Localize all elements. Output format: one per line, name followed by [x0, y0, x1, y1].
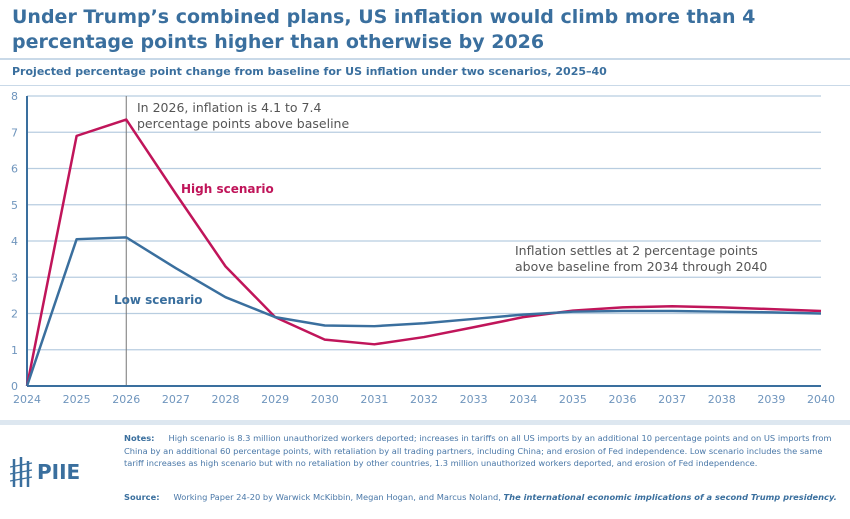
- chart-subtitle: Projected percentage point change from b…: [12, 65, 607, 78]
- notes-label: Notes:: [124, 433, 155, 443]
- y-tick-label: 4: [11, 235, 18, 248]
- y-tick-label: 7: [11, 126, 18, 139]
- x-tick-label: 2039: [757, 393, 785, 406]
- divider: [0, 420, 850, 425]
- source-label: Source:: [124, 492, 160, 502]
- source: Source: Working Paper 24-20 by Warwick Mc…: [124, 491, 839, 504]
- x-tick-label: 2034: [509, 393, 537, 406]
- x-tick-label: 2033: [460, 393, 488, 406]
- y-tick-label: 0: [11, 380, 18, 393]
- x-tick-label: 2024: [13, 393, 41, 406]
- piie-logo: PIIE: [10, 457, 80, 487]
- y-tick-label: 2: [11, 308, 18, 321]
- divider: [0, 85, 850, 86]
- y-tick-label: 8: [11, 90, 18, 103]
- x-tick-label: 2038: [708, 393, 736, 406]
- series-line-high-scenario: [25, 118, 822, 387]
- y-tick-label: 6: [11, 163, 18, 176]
- x-tick-label: 2026: [112, 393, 140, 406]
- logo-text: PIIE: [37, 460, 81, 484]
- line-chart: 0 1 2 3 4 5 6 7 8 2024 2025 2026 2027 2028 2029 2030 203…: [11, 90, 835, 406]
- divider: [0, 58, 850, 60]
- series-label-high: High scenario: [181, 182, 274, 196]
- annotation-text: In 2026, inflation is 4.1 to 7.4: [137, 100, 321, 115]
- y-tick-label: 5: [11, 199, 18, 212]
- annotation-text: percentage points above baseline: [137, 116, 349, 131]
- source-text: Working Paper 24-20 by Warwick McKibbin,…: [173, 492, 501, 502]
- x-tick-label: 2030: [311, 393, 339, 406]
- notes: Notes: High scenario is 8.3 million unaut…: [124, 432, 839, 470]
- y-tick-label: 3: [11, 271, 18, 284]
- x-tick-label: 2035: [559, 393, 587, 406]
- y-tick-label: 1: [11, 344, 18, 357]
- annotation-text: Inflation settles at 2 percentage points: [515, 243, 758, 258]
- x-tick-label: 2029: [261, 393, 289, 406]
- x-tick-label: 2036: [609, 393, 637, 406]
- x-tick-label: 2040: [807, 393, 835, 406]
- chart-title: Under Trump’s combined plans, US inflati…: [12, 6, 756, 53]
- x-tick-label: 2027: [162, 393, 190, 406]
- notes-text: High scenario is 8.3 million unauthorize…: [124, 433, 832, 468]
- annotation-text: above baseline from 2034 through 2040: [515, 259, 767, 274]
- piie-logo-icon: [10, 457, 33, 487]
- x-tick-label: 2025: [63, 393, 91, 406]
- source-title: The international economic implications …: [503, 492, 837, 502]
- series-label-low: Low scenario: [114, 293, 202, 307]
- series-line-low-scenario: [25, 236, 822, 387]
- x-tick-label: 2031: [360, 393, 388, 406]
- x-tick-label: 2032: [410, 393, 438, 406]
- x-tick-label: 2028: [212, 393, 240, 406]
- x-tick-label: 2037: [658, 393, 686, 406]
